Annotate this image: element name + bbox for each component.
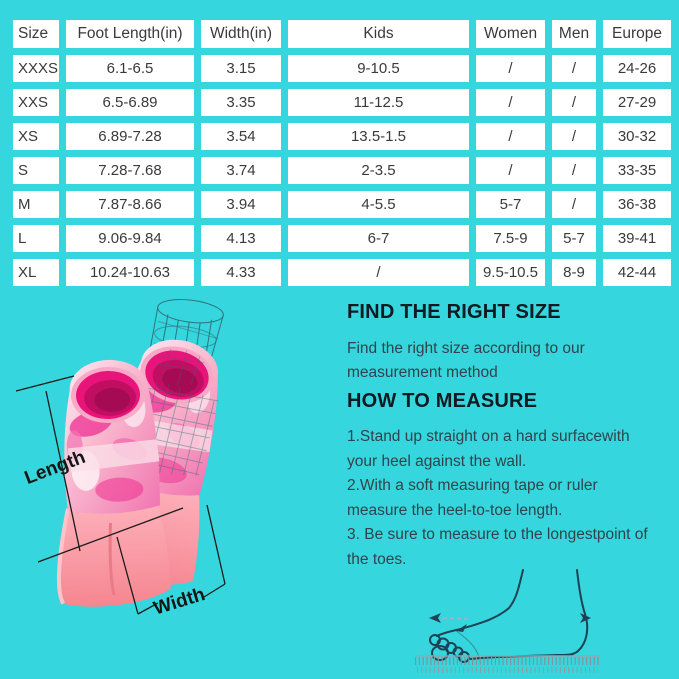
foot-measure-diagram	[385, 568, 675, 679]
length-dimension-line	[15, 375, 184, 563]
table-cell: 8-9	[552, 259, 596, 286]
table-cell: S	[13, 157, 59, 184]
table-row: M 7.87-8.66 3.94 4-5.5 5-7 / 36-38	[13, 191, 671, 218]
table-cell: 7.5-9	[476, 225, 545, 252]
table-row: XXXS 6.1-6.5 3.15 9-10.5 / / 24-26	[13, 55, 671, 82]
table-cell: 4-5.5	[288, 191, 469, 218]
foot-outline-drawing	[415, 569, 600, 673]
table-cell: /	[476, 157, 545, 184]
table-cell: 3.74	[201, 157, 281, 184]
table-cell: 36-38	[603, 191, 671, 218]
col-header-size: Size	[13, 20, 59, 48]
table-cell: 27-29	[603, 89, 671, 116]
table-cell: 11-12.5	[288, 89, 469, 116]
table-row: XS 6.89-7.28 3.54 13.5-1.5 / / 30-32	[13, 123, 671, 150]
table-row: XL 10.24-10.63 4.33 / 9.5-10.5 8-9 42-44	[13, 259, 671, 286]
table-cell: 7.87-8.66	[66, 191, 194, 218]
table-cell: /	[552, 123, 596, 150]
table-cell: M	[13, 191, 59, 218]
col-header-europe: Europe	[603, 20, 671, 48]
table-row: L 9.06-9.84 4.13 6-7 7.5-9 5-7 39-41	[13, 225, 671, 252]
table-cell: 6.1-6.5	[66, 55, 194, 82]
table-body: XXXS 6.1-6.5 3.15 9-10.5 / / 24-26 XXS 6.5-6.89 3…	[13, 55, 671, 286]
table-cell: 9.06-9.84	[66, 225, 194, 252]
table-cell: 6.5-6.89	[66, 89, 194, 116]
col-header-kids: Kids	[288, 20, 469, 48]
width-dimension-line	[116, 504, 226, 615]
table-cell: 30-32	[603, 123, 671, 150]
table-row: XXS 6.5-6.89 3.35 11-12.5 / / 27-29	[13, 89, 671, 116]
step-line: measure the heel-to-toe length.	[347, 501, 563, 519]
table-cell: /	[552, 191, 596, 218]
fins-illustration: Length Width	[15, 299, 226, 619]
col-header-width-in-: Width(in)	[201, 20, 281, 48]
table-cell: 5-7	[476, 191, 545, 218]
table-cell: L	[13, 225, 59, 252]
table-cell: /	[552, 55, 596, 82]
measure-arrows	[429, 613, 591, 632]
intro-paragraph: Find the right size according to our mea…	[347, 337, 585, 385]
table-cell: 9-10.5	[288, 55, 469, 82]
step-line: 2.With a soft measuring tape or ruler	[347, 477, 598, 495]
table-cell: 9.5-10.5	[476, 259, 545, 286]
table-cell: 7.28-7.68	[66, 157, 194, 184]
table-cell: 42-44	[603, 259, 671, 286]
table-cell: 6.89-7.28	[66, 123, 194, 150]
table-cell: /	[552, 89, 596, 116]
step-line: 1.Stand up straight on a hard surfacewit…	[347, 428, 630, 445]
table-cell: /	[288, 259, 469, 286]
table-cell: 3.35	[201, 89, 281, 116]
fin-mesh-overlay	[124, 348, 219, 476]
table-row: S 7.28-7.68 3.74 2-3.5 / / 33-35	[13, 157, 671, 184]
table-cell: 2-3.5	[288, 157, 469, 184]
col-header-foot-length-in-: Foot Length(in)	[66, 20, 194, 48]
step-line: the toes.	[347, 550, 407, 568]
ruler	[415, 655, 600, 673]
intro-line: measurement method	[347, 364, 498, 381]
table-header-row: Size Foot Length(in) Width(in) Kids Women Men…	[13, 20, 671, 48]
table-cell: 24-26	[603, 55, 671, 82]
table-cell: XXS	[13, 89, 59, 116]
table-cell: /	[476, 123, 545, 150]
table-cell: 6-7	[288, 225, 469, 252]
col-header-men: Men	[552, 20, 596, 48]
table-cell: /	[552, 157, 596, 184]
table-cell: 39-41	[603, 225, 671, 252]
table-cell: 4.13	[201, 225, 281, 252]
table-cell: 4.33	[201, 259, 281, 286]
table-cell: 5-7	[552, 225, 596, 252]
table-cell: 3.15	[201, 55, 281, 82]
fins-photo-figure: Length Width	[0, 295, 345, 679]
intro-line: Find the right size according to our	[347, 340, 585, 357]
table-cell: 33-35	[603, 157, 671, 184]
step-line: 3. Be sure to measure to the longestpoin…	[347, 526, 648, 544]
left-fin	[57, 359, 171, 607]
table-cell: XL	[13, 259, 59, 286]
table-cell: 3.94	[201, 191, 281, 218]
foot-outline	[429, 569, 589, 663]
table-cell: XS	[13, 123, 59, 150]
table-cell: /	[476, 89, 545, 116]
table-cell: 3.54	[201, 123, 281, 150]
table-cell: /	[476, 55, 545, 82]
step-line: your heel against the wall.	[347, 452, 527, 470]
size-table: Size Foot Length(in) Width(in) Kids Women Men…	[6, 13, 678, 293]
heading-how-to-measure: HOW TO MEASURE	[347, 390, 538, 412]
heading-find-the-right-size: FIND THE RIGHT SIZE	[347, 301, 561, 323]
table-cell: 13.5-1.5	[288, 123, 469, 150]
table-cell: XXXS	[13, 55, 59, 82]
col-header-women: Women	[476, 20, 545, 48]
table-cell: 10.24-10.63	[66, 259, 194, 286]
measure-steps: 1.Stand up straight on a hard surfacewit…	[347, 425, 648, 573]
